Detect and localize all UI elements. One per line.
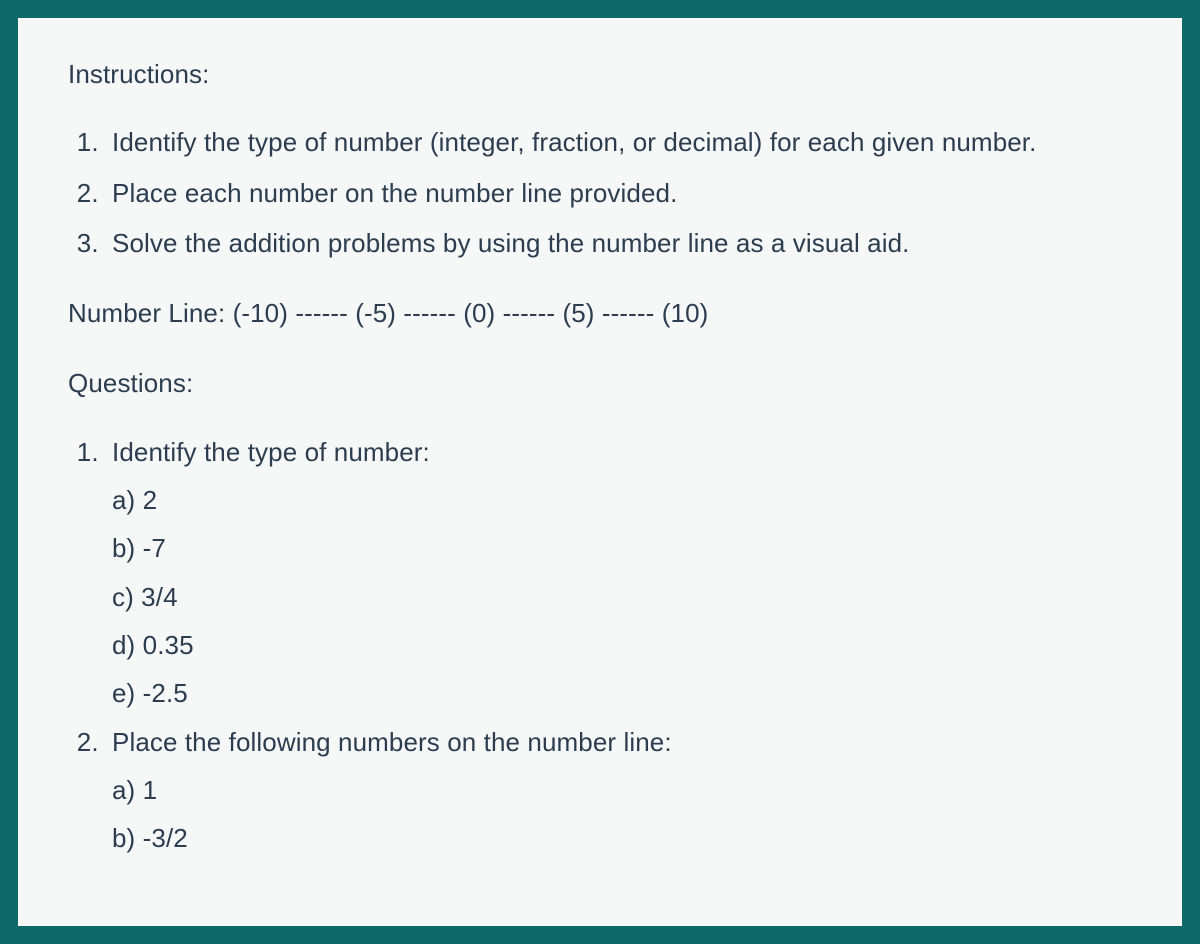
questions-list: Identify the type of number: a) 2 b) -7 … (68, 432, 1132, 859)
question-prompt: Place the following numbers on the numbe… (112, 727, 672, 757)
questions-heading: Questions: (68, 363, 1132, 403)
instructions-heading: Instructions: (68, 54, 1132, 94)
number-line: Number Line: (-10) ------ (-5) ------ (0… (68, 293, 1132, 333)
question-prompt: Identify the type of number: (112, 437, 430, 467)
question-subitems: a) 2 b) -7 c) 3/4 d) 0.35 e) -2.5 (112, 480, 1132, 713)
subitem: a) 1 (112, 770, 1132, 810)
subitem: b) -3/2 (112, 818, 1132, 858)
subitem: b) -7 (112, 528, 1132, 568)
subitem: d) 0.35 (112, 625, 1132, 665)
instruction-item: Solve the addition problems by using the… (106, 223, 1132, 263)
worksheet-page: Instructions: Identify the type of numbe… (18, 18, 1182, 926)
subitem: c) 3/4 (112, 577, 1132, 617)
instructions-list: Identify the type of number (integer, fr… (68, 122, 1132, 263)
subitem: e) -2.5 (112, 673, 1132, 713)
question-item: Identify the type of number: a) 2 b) -7 … (106, 432, 1132, 714)
instruction-item: Identify the type of number (integer, fr… (106, 122, 1132, 162)
question-subitems: a) 1 b) -3/2 (112, 770, 1132, 859)
subitem: a) 2 (112, 480, 1132, 520)
question-item: Place the following numbers on the numbe… (106, 722, 1132, 859)
instruction-item: Place each number on the number line pro… (106, 173, 1132, 213)
